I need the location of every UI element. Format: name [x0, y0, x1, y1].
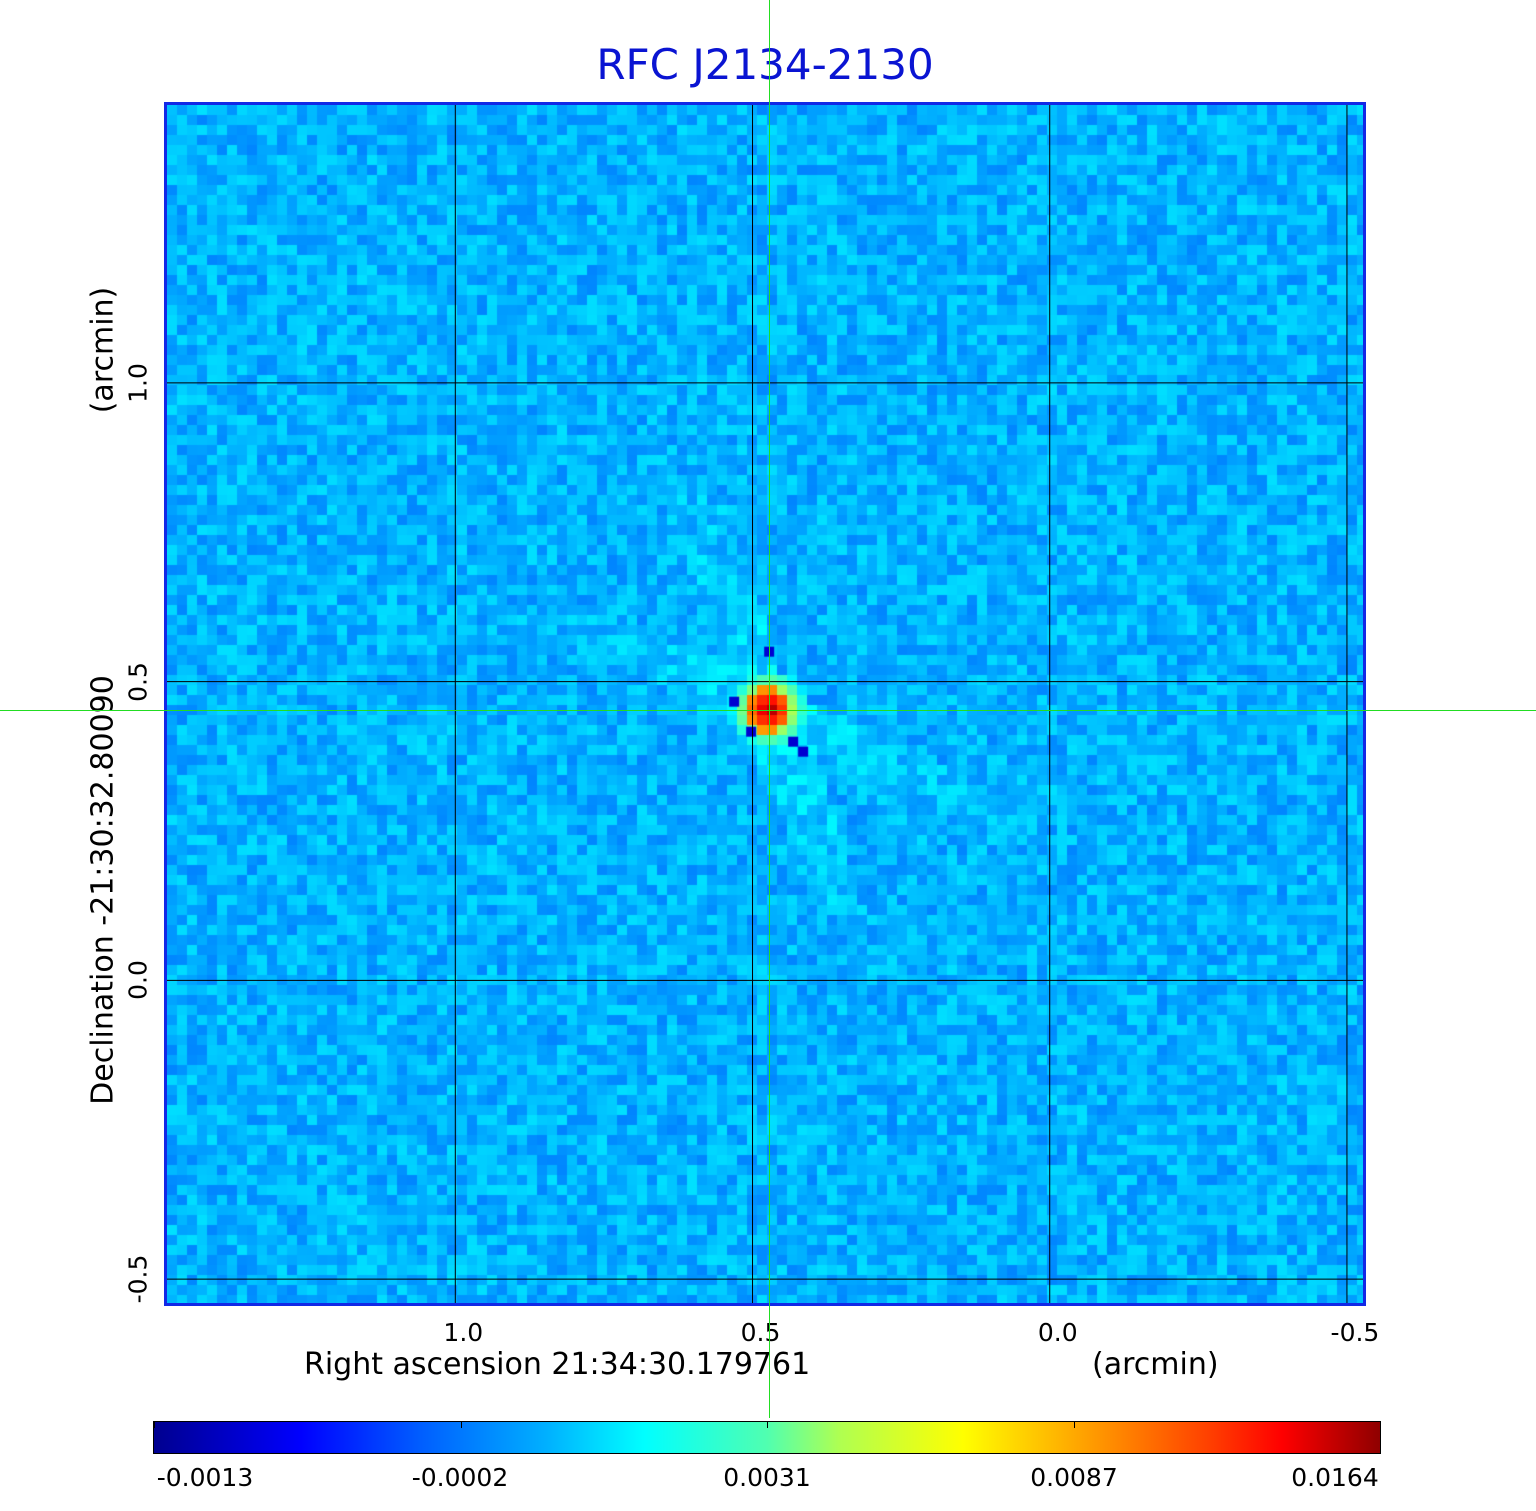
colorbar-tick [154, 1422, 155, 1428]
colorbar-tick [460, 1422, 462, 1428]
y-tick-label: 0.5 [123, 661, 153, 702]
x-axis-unit: (arcmin) [1092, 1347, 1219, 1382]
y-axis-unit: (arcmin) [85, 286, 121, 414]
y-tick-label: 1.0 [123, 362, 153, 403]
x-axis-label: Right ascension 21:34:30.179761 [304, 1347, 811, 1382]
chart-title: RFC J2134-2130 [596, 40, 934, 89]
colorbar-tick [1380, 1422, 1381, 1428]
image-plot-area[interactable] [164, 102, 1366, 1306]
y-tick-label: 0.0 [123, 960, 153, 1001]
colorbar-tick [767, 1422, 768, 1428]
y-tick-label: -0.5 [123, 1254, 153, 1304]
coordinate-grid [167, 105, 1363, 1303]
y-axis-label: Declination -21:30:32.80090 [85, 675, 121, 1105]
colorbar-tick [1073, 1422, 1075, 1428]
crosshair-horizontal [0, 710, 1536, 711]
colorbar-tick-label: -0.0013 [156, 1463, 254, 1492]
intensity-map [167, 105, 1363, 1303]
x-tick-label: 0.0 [1037, 1318, 1078, 1347]
x-tick-label: -0.5 [1330, 1318, 1380, 1347]
colorbar-tick-label: 0.0031 [723, 1463, 811, 1492]
colorbar-tick-label: 0.0164 [1291, 1463, 1379, 1492]
colorbar-tick-label: 0.0087 [1030, 1463, 1118, 1492]
crosshair-vertical [769, 0, 770, 1418]
x-tick-label: 0.5 [740, 1318, 781, 1347]
colorbar [153, 1421, 1381, 1454]
x-tick-label: 1.0 [443, 1318, 484, 1347]
colorbar-tick-label: -0.0002 [411, 1463, 509, 1492]
